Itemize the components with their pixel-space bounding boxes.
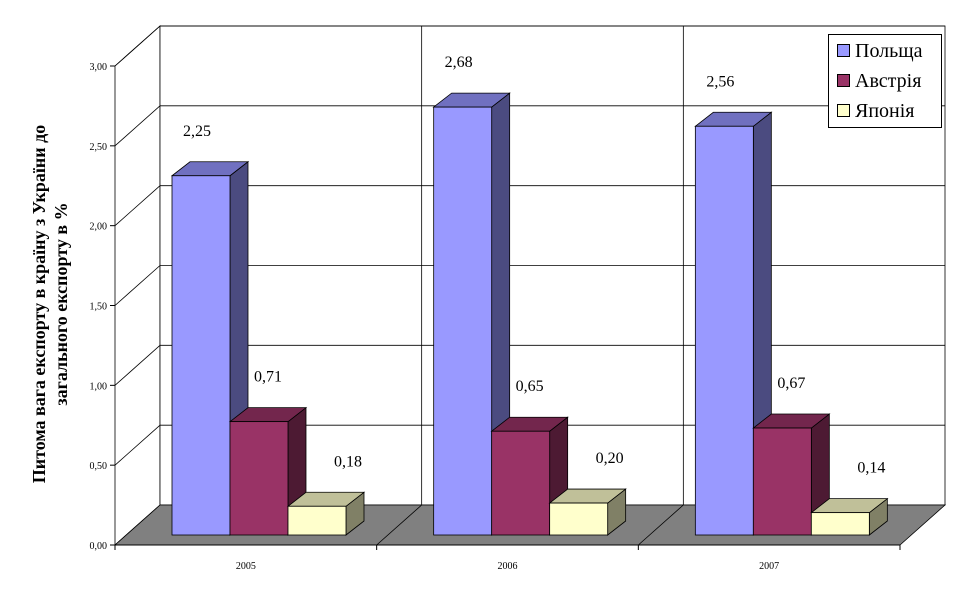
bar — [229, 421, 289, 536]
legend-item-austria: Австрія — [837, 69, 921, 93]
legend-swatch — [837, 43, 850, 57]
legend-swatch — [837, 73, 850, 87]
data-label: 0,65 — [516, 378, 544, 395]
y-tick-label: 0,50 — [90, 461, 108, 472]
legend: Польща Австрія Японія — [828, 34, 942, 128]
data-label: 2,25 — [183, 123, 211, 140]
gridline — [114, 25, 161, 67]
legend-label: Польща — [855, 40, 923, 62]
category-divider — [376, 504, 422, 546]
x-tick-label: 2005 — [236, 561, 256, 572]
x-tick-label: 2006 — [498, 561, 518, 572]
data-label: 0,71 — [254, 369, 282, 386]
bar — [549, 502, 609, 536]
gridline — [114, 265, 161, 306]
gridline — [114, 345, 161, 386]
bar — [433, 106, 493, 536]
data-label: 0,67 — [777, 375, 805, 392]
bar — [694, 125, 754, 536]
bar — [287, 505, 347, 536]
y-tick-label: 2,50 — [90, 142, 108, 153]
data-label: 2,68 — [445, 54, 473, 71]
y-tick-label: 3,00 — [90, 62, 108, 73]
bar — [491, 430, 551, 536]
y-tick-label: 1,00 — [90, 381, 108, 392]
data-label: 0,18 — [334, 453, 362, 470]
legend-item-poland: Польща — [837, 39, 923, 63]
bar — [171, 175, 231, 536]
data-label: 2,56 — [706, 73, 734, 90]
legend-label: Японія — [855, 100, 915, 122]
bar — [752, 427, 812, 536]
y-tick-label: 2,00 — [90, 222, 108, 233]
data-label: 0,14 — [857, 460, 885, 477]
gridline — [114, 185, 161, 226]
bar — [810, 512, 870, 536]
y-axis-label: Питома вага експорту в країну з України … — [29, 124, 71, 484]
y-tick-label: 0,00 — [90, 541, 108, 552]
category-divider — [638, 504, 684, 546]
legend-item-japan: Японія — [837, 99, 915, 123]
gridline — [114, 424, 161, 466]
legend-swatch — [837, 103, 850, 117]
data-label: 0,20 — [596, 450, 624, 467]
y-tick-label: 1,50 — [90, 302, 108, 313]
legend-label: Австрія — [855, 70, 922, 92]
gridline — [114, 105, 161, 147]
x-tick-label: 2007 — [759, 561, 779, 572]
